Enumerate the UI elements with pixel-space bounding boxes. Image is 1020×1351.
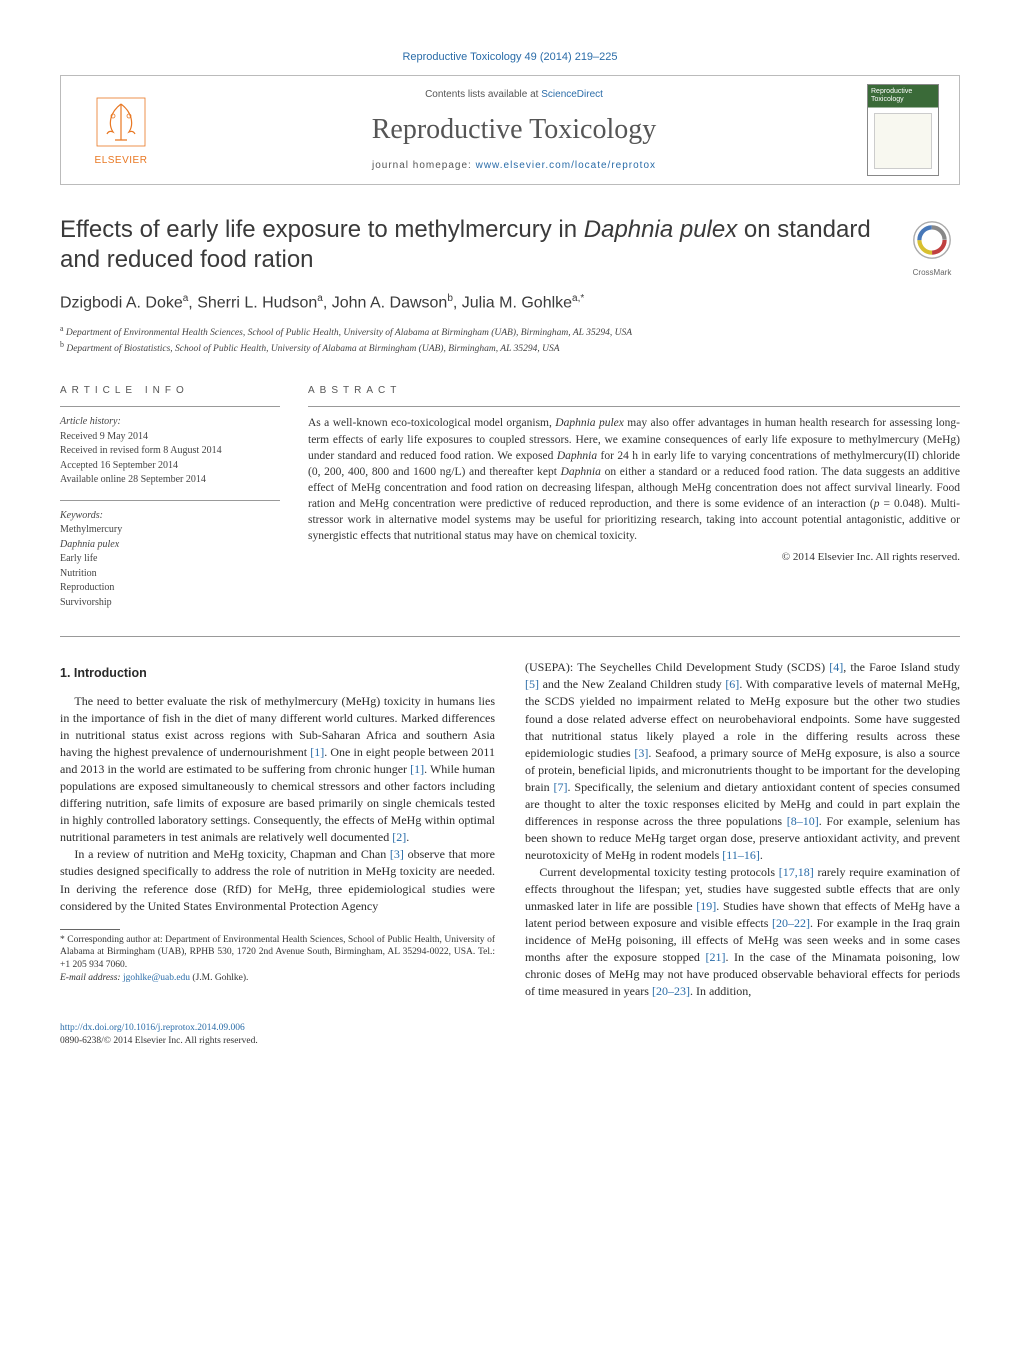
elsevier-wordmark: ELSEVIER [95,154,148,168]
affiliation-b: b Department of Biostatistics, School of… [60,340,960,356]
abstract-copyright: © 2014 Elsevier Inc. All rights reserved… [308,550,960,565]
footnote-rule [60,929,120,930]
abstract-text: As a well-known eco-toxicological model … [308,406,960,544]
corresponding-email-link[interactable]: jgohlke@uab.edu [123,973,190,983]
crossmark-icon [911,219,953,261]
running-head-citation: Reproductive Toxicology 49 (2014) 219–22… [60,50,960,65]
journal-name: Reproductive Toxicology [161,110,867,149]
footnote-email-line: E-mail address: jgohlke@uab.edu (J.M. Go… [60,972,495,985]
doi-link[interactable]: http://dx.doi.org/10.1016/j.reprotox.201… [60,1023,245,1033]
doi-block: http://dx.doi.org/10.1016/j.reprotox.201… [60,1022,960,1048]
keyword: Methylmercury [60,523,280,538]
keyword: Nutrition [60,567,280,582]
paragraph: (USEPA): The Seychelles Child Developmen… [525,659,960,863]
footnote-text: * Corresponding author at: Department of… [60,934,495,972]
abstract-column: ABSTRACT As a well-known eco-toxicologic… [308,374,960,610]
keywords-label: Keywords: [60,509,280,524]
affiliation-a: a Department of Environmental Health Sci… [60,324,960,340]
history-accepted: Accepted 16 September 2014 [60,459,280,474]
authors-line: Dzigbodi A. Dokea, Sherri L. Hudsona, Jo… [60,292,960,315]
journal-homepage-line: journal homepage: www.elsevier.com/locat… [161,159,867,173]
journal-cover-thumbnail: Reproductive Toxicology [867,84,939,176]
keyword: Reproduction [60,581,280,596]
separator-rule [60,636,960,637]
journal-homepage-link[interactable]: www.elsevier.com/locate/reprotox [476,160,656,171]
paragraph: The need to better evaluate the risk of … [60,693,495,846]
crossmark-badge[interactable]: CrossMark [904,219,960,277]
corresponding-author-footnote: * Corresponding author at: Department of… [60,934,495,985]
article-history-label: Article history: [60,415,280,430]
paragraph: Current developmental toxicity testing p… [525,864,960,1000]
affiliations: a Department of Environmental Health Sci… [60,324,960,356]
article-info-heading: ARTICLE INFO [60,374,280,406]
elsevier-tree-icon [91,92,151,152]
history-received: Received 9 May 2014 [60,430,280,445]
keyword: Early life [60,552,280,567]
contents-lists-line: Contents lists available at ScienceDirec… [161,88,867,102]
sciencedirect-link[interactable]: ScienceDirect [541,89,603,100]
elsevier-logo: ELSEVIER [81,85,161,175]
abstract-heading: ABSTRACT [308,374,960,406]
article-title: Effects of early life exposure to methyl… [60,215,886,275]
crossmark-label: CrossMark [904,267,960,278]
history-online: Available online 28 September 2014 [60,473,280,488]
issn-copyright-line: 0890-6238/© 2014 Elsevier Inc. All right… [60,1036,258,1046]
keyword: Daphnia pulex [60,538,280,553]
body-text: 1. Introduction The need to better evalu… [60,659,960,1000]
keyword: Survivorship [60,596,280,611]
history-revised: Received in revised form 8 August 2014 [60,444,280,459]
section-1-heading: 1. Introduction [60,665,495,683]
paragraph: In a review of nutrition and MeHg toxici… [60,846,495,914]
journal-header: ELSEVIER Contents lists available at Sci… [60,75,960,185]
article-info-column: ARTICLE INFO Article history: Received 9… [60,374,280,610]
cover-title-text: Reproductive Toxicology [871,88,938,103]
